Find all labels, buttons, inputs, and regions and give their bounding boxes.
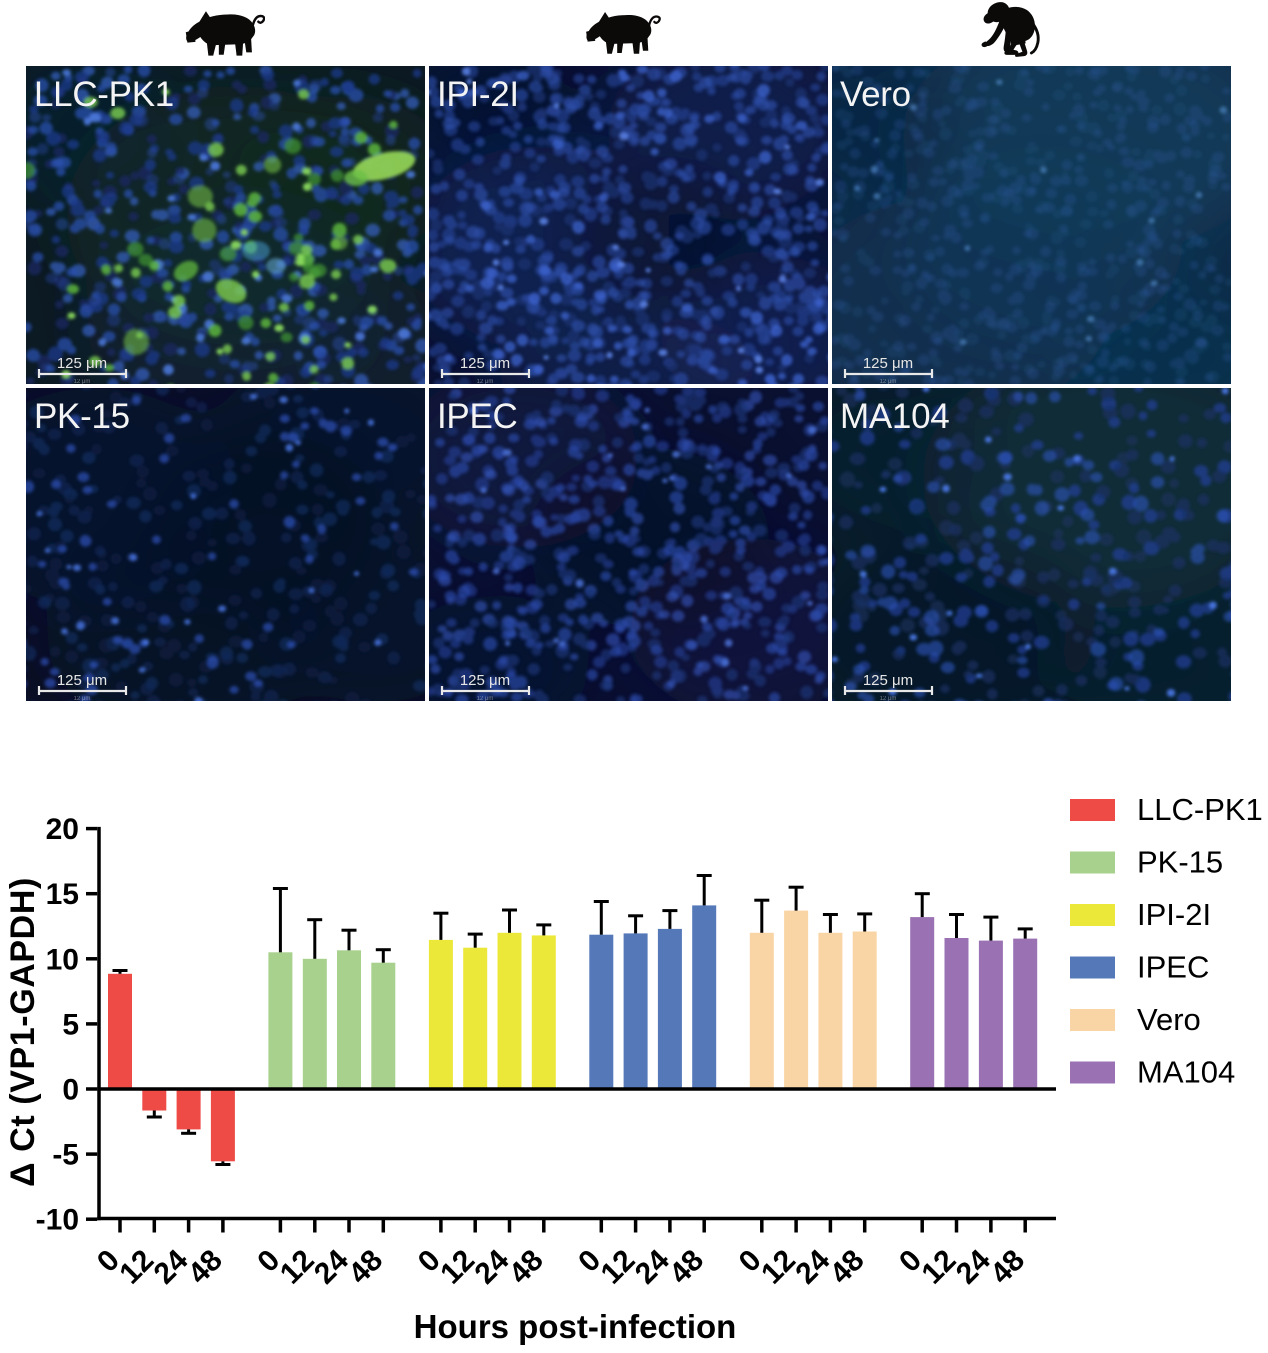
svg-text:MA104: MA104	[840, 397, 949, 436]
svg-text:125 μm: 125 μm	[57, 672, 107, 689]
svg-text:48: 48	[984, 1244, 1031, 1291]
svg-text:12 μm: 12 μm	[477, 696, 494, 701]
svg-text:48: 48	[663, 1244, 710, 1291]
svg-text:125 μm: 125 μm	[57, 355, 107, 372]
svg-text:0: 0	[62, 1074, 79, 1107]
svg-text:48: 48	[503, 1244, 550, 1291]
svg-text:-5: -5	[52, 1139, 79, 1172]
svg-text:15: 15	[46, 878, 79, 911]
svg-text:-10: -10	[36, 1204, 79, 1237]
svg-text:PK-15: PK-15	[1137, 845, 1223, 880]
svg-text:5: 5	[62, 1008, 79, 1041]
svg-text:IPEC: IPEC	[1137, 950, 1209, 985]
svg-text:MA104: MA104	[1137, 1055, 1235, 1090]
svg-text:12 μm: 12 μm	[880, 379, 897, 384]
svg-text:125 μm: 125 μm	[863, 672, 913, 689]
svg-text:125 μm: 125 μm	[863, 355, 913, 372]
svg-text:48: 48	[342, 1244, 389, 1291]
svg-text:12 μm: 12 μm	[477, 379, 494, 384]
svg-text:12 μm: 12 μm	[880, 696, 897, 701]
svg-text:PK-15: PK-15	[34, 397, 130, 436]
svg-text:Δ Ct (VP1-GAPDH): Δ Ct (VP1-GAPDH)	[4, 877, 42, 1187]
svg-text:12 μm: 12 μm	[74, 696, 91, 701]
svg-text:12 μm: 12 μm	[74, 379, 91, 384]
svg-text:IPEC: IPEC	[437, 397, 518, 436]
svg-text:LLC-PK1: LLC-PK1	[1137, 792, 1263, 827]
svg-text:Hours post-infection: Hours post-infection	[414, 1308, 737, 1345]
svg-text:IPI-2I: IPI-2I	[437, 75, 519, 114]
svg-text:Vero: Vero	[840, 75, 911, 114]
svg-text:Vero: Vero	[1137, 1002, 1201, 1037]
svg-text:IPI-2I: IPI-2I	[1137, 897, 1211, 932]
svg-text:48: 48	[824, 1244, 871, 1291]
svg-text:10: 10	[46, 943, 79, 976]
svg-text:48: 48	[182, 1244, 229, 1291]
svg-text:125 μm: 125 μm	[460, 672, 510, 689]
svg-text:LLC-PK1: LLC-PK1	[34, 75, 174, 114]
svg-text:125 μm: 125 μm	[460, 355, 510, 372]
svg-text:20: 20	[46, 813, 79, 846]
